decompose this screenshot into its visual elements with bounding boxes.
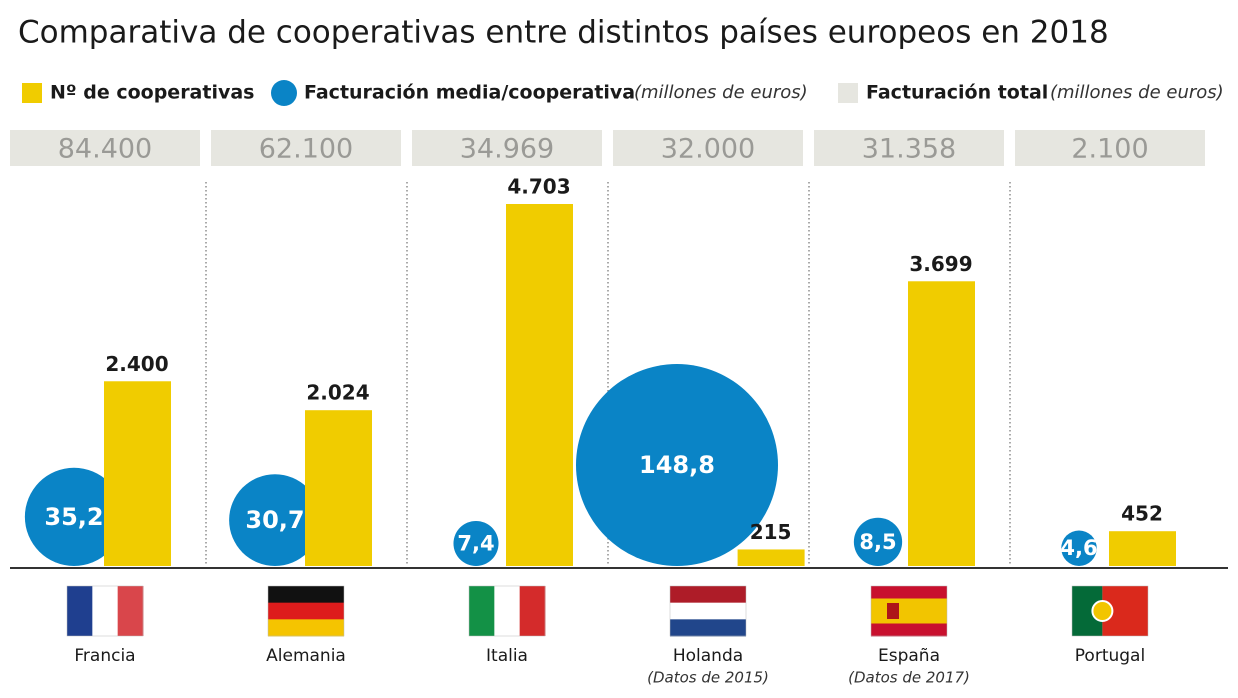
total-label: 2.100 — [1071, 134, 1148, 165]
bar — [104, 381, 171, 566]
flag-stripe — [670, 602, 746, 620]
legend-unit: (millones de euros) — [1050, 82, 1224, 103]
flag-stripe — [670, 586, 746, 604]
flag-border — [267, 585, 345, 637]
flag-stripe — [871, 623, 947, 637]
avg-label: 35,2 — [44, 503, 103, 531]
country-label: Holanda — [673, 646, 743, 666]
avg-circle — [1061, 530, 1097, 567]
flag-stripe — [670, 619, 746, 637]
total-box — [1015, 130, 1205, 166]
bar-label: 215 — [750, 520, 792, 544]
country-label: Alemania — [266, 646, 346, 666]
flag-stripe — [871, 611, 947, 624]
flag-border — [66, 585, 144, 637]
flag-stripe — [268, 586, 344, 604]
legend-unit: (millones de euros) — [634, 82, 808, 103]
total-label: 32.000 — [661, 134, 755, 165]
flag-border — [1071, 585, 1149, 637]
bar — [737, 549, 805, 566]
flag — [267, 585, 345, 637]
avg-circle — [229, 474, 321, 566]
flag-emblem — [887, 603, 899, 619]
flag-stripe — [871, 598, 947, 612]
bar — [305, 410, 372, 566]
flag-border — [669, 585, 747, 637]
flag-border — [468, 585, 546, 637]
legend-swatch — [271, 80, 297, 106]
avg-label: 148,8 — [639, 451, 715, 479]
bar-label: 2.024 — [306, 381, 369, 405]
avg-circle — [24, 467, 124, 566]
total-box — [10, 130, 200, 166]
total-box — [412, 130, 602, 166]
country-label: Italia — [486, 646, 528, 666]
flag-stripe — [871, 586, 947, 599]
flag — [1071, 585, 1149, 637]
country-note: (Datos de 2015) — [647, 669, 769, 687]
chart-title: Comparativa de cooperativas entre distin… — [18, 15, 1109, 51]
total-label: 31.358 — [862, 134, 956, 165]
bar-label: 452 — [1121, 502, 1163, 526]
flag-border — [870, 585, 948, 637]
avg-circle — [576, 364, 778, 566]
legend-swatch — [22, 83, 42, 103]
flag — [66, 585, 144, 637]
total-box — [211, 130, 401, 166]
country-label: Portugal — [1075, 646, 1145, 666]
flag-stripe — [268, 619, 344, 637]
country-label: Francia — [74, 646, 135, 666]
country-label: España — [878, 646, 940, 666]
flag-stripe — [469, 586, 495, 636]
flag-stripe — [92, 586, 119, 636]
bar — [1109, 531, 1176, 566]
total-label: 34.969 — [460, 134, 554, 165]
flag-stripe — [117, 586, 144, 636]
avg-circle — [853, 517, 903, 566]
bar-label: 2.400 — [105, 352, 168, 376]
flag — [870, 585, 948, 637]
flag — [669, 585, 747, 637]
legend-swatch — [838, 83, 858, 103]
bar-label: 4.703 — [507, 175, 570, 199]
country-note: (Datos de 2017) — [848, 669, 970, 687]
flag-stripe — [519, 586, 546, 636]
flag-stripe — [268, 602, 344, 620]
avg-label: 8,5 — [859, 530, 896, 554]
flag — [468, 585, 546, 637]
flag-emblem — [1091, 600, 1114, 622]
flag-stripe — [494, 586, 521, 636]
flag-stripe — [67, 586, 93, 636]
total-label: 84.400 — [58, 134, 152, 165]
avg-label: 4,6 — [1060, 536, 1097, 560]
bar — [908, 281, 975, 566]
legend-label: Nº de cooperativas — [50, 82, 255, 104]
legend-label: Facturación media/cooperativa — [304, 82, 635, 104]
total-label: 62.100 — [259, 134, 353, 165]
avg-circle — [453, 520, 499, 566]
avg-label: 30,7 — [245, 506, 304, 534]
legend-label: Facturación total — [866, 82, 1048, 104]
bar-label: 3.699 — [909, 252, 972, 276]
total-box — [814, 130, 1004, 166]
avg-label: 7,4 — [457, 531, 494, 555]
total-box — [613, 130, 803, 166]
bar — [506, 204, 573, 566]
